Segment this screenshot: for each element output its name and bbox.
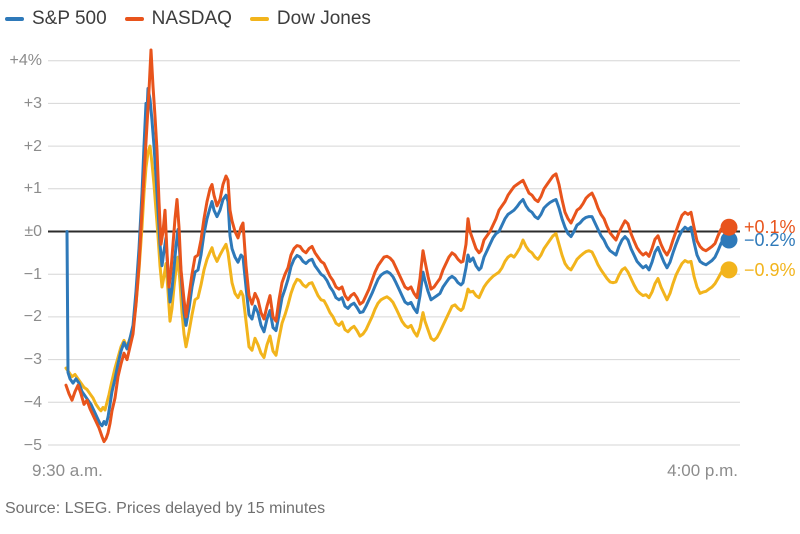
- sp500-color-dash-icon: [5, 17, 24, 21]
- line-nasdaq: [64, 48, 729, 444]
- y-axis-tick-label: +4%: [9, 52, 42, 70]
- dowjones-color-dash-icon: [249, 17, 269, 21]
- x-axis-end-label: 4:00 p.m.: [667, 461, 738, 480]
- end-dot-nasdaq: [720, 218, 738, 236]
- legend-label-nasdaq: NASDAQ: [151, 8, 232, 29]
- y-axis-tick-label: −1: [23, 265, 42, 283]
- y-axis-tick-label: +2: [23, 137, 42, 155]
- line-sp500: [65, 87, 729, 428]
- y-axis-tick-label: +3: [23, 94, 42, 112]
- end-label-sp500: −0.2%: [744, 230, 796, 251]
- end-label-nasdaq: +0.1%: [744, 217, 796, 238]
- y-axis-tick-label: −5: [23, 436, 42, 454]
- y-axis-tick-label: −3: [23, 351, 42, 369]
- legend-item-dowjones: Dow Jones: [249, 8, 371, 30]
- legend-label-sp500: S&P 500: [32, 8, 107, 29]
- end-label-dowjones: −0.9%: [744, 259, 796, 280]
- end-dot-sp500: [720, 231, 738, 249]
- y-axis-tick-label: +1: [23, 180, 42, 198]
- y-axis-tick-label: −2: [23, 308, 42, 326]
- legend-item-nasdaq: NASDAQ: [124, 8, 232, 30]
- source-note: Source: LSEG. Prices delayed by 15 minut…: [5, 500, 326, 517]
- legend: S&P 500 NASDAQ Dow Jones: [5, 8, 371, 30]
- y-axis-tick-label: −4: [23, 393, 42, 411]
- legend-item-sp500: S&P 500: [5, 8, 107, 30]
- nasdaq-color-dash-icon: [124, 17, 144, 21]
- line-dowjones: [64, 144, 729, 413]
- end-dot-dowjones: [720, 261, 738, 279]
- legend-label-dowjones: Dow Jones: [276, 8, 371, 29]
- y-axis-tick-label: ±0: [24, 223, 42, 240]
- x-axis-start-label: 9:30 a.m.: [32, 461, 103, 480]
